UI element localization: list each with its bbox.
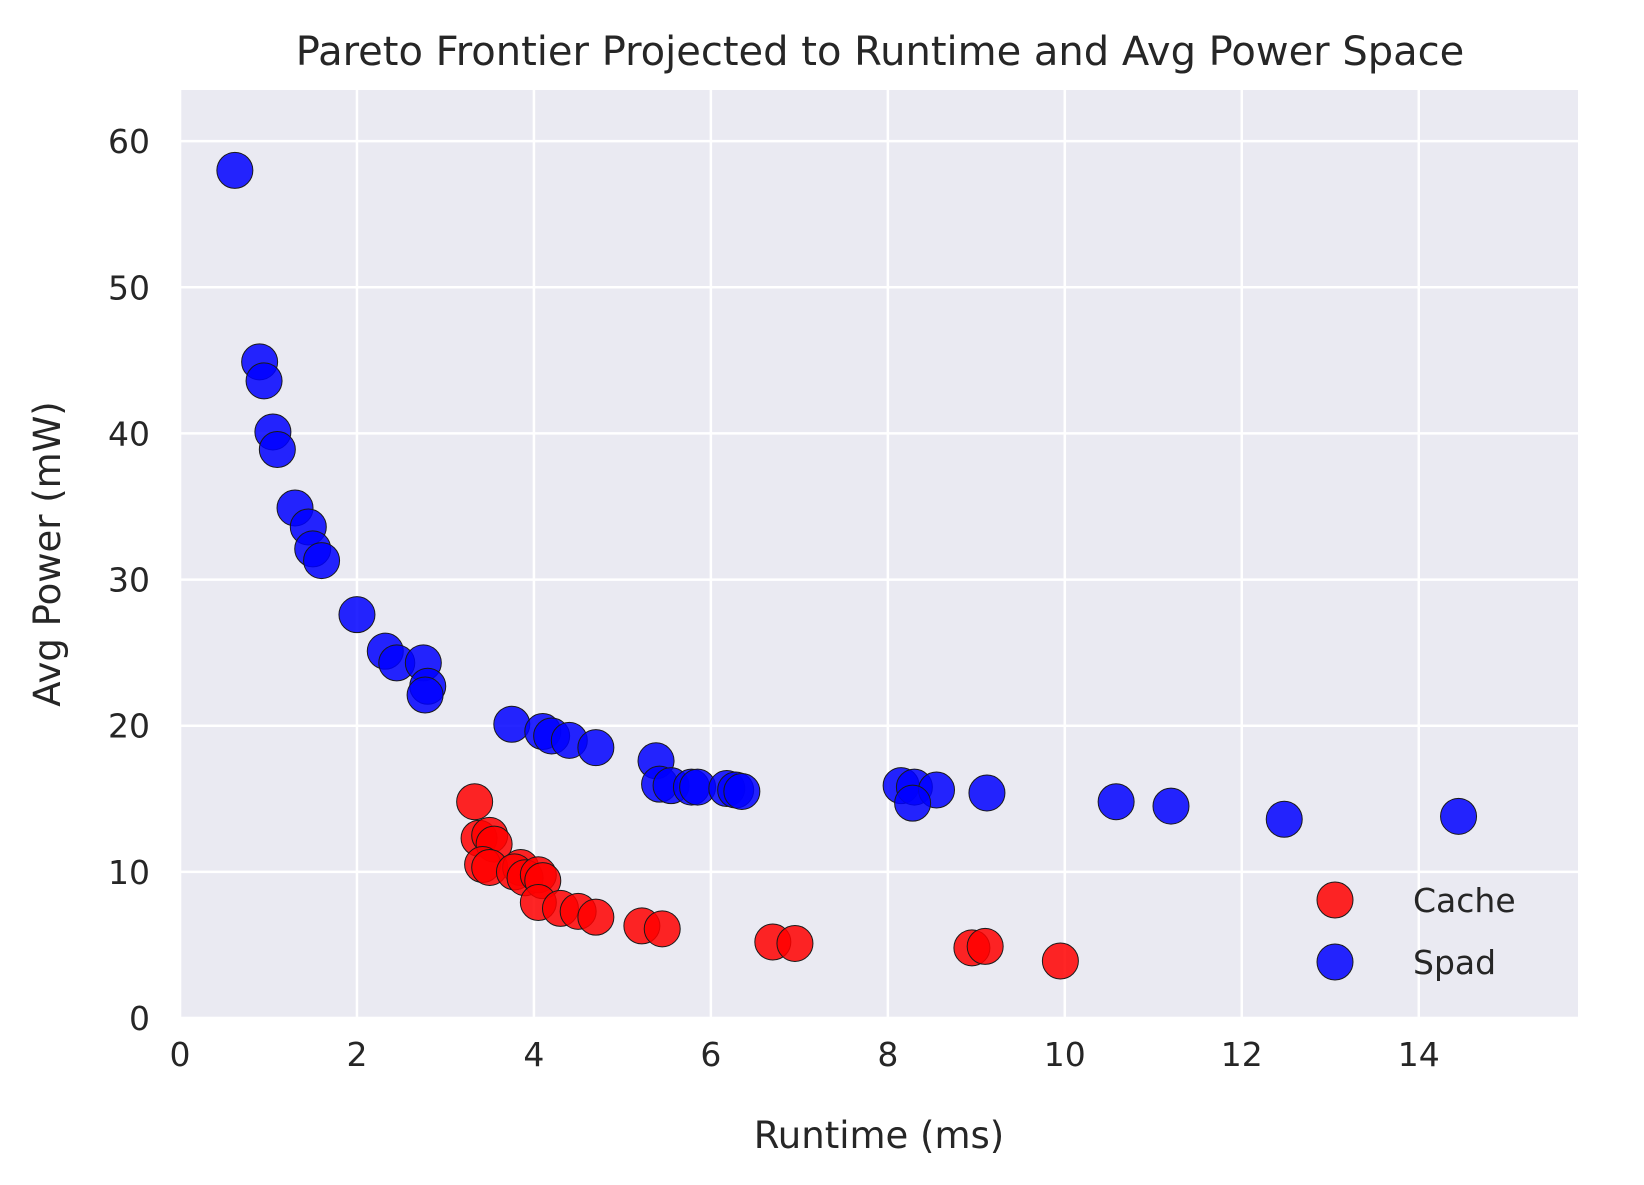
data-point xyxy=(216,151,254,189)
y-tick-label: 10 xyxy=(108,853,150,892)
data-point xyxy=(723,772,761,810)
data-point xyxy=(968,774,1006,812)
y-tick-label: 60 xyxy=(108,122,150,161)
y-tick-labels: 0 10 20 30 40 50 60 xyxy=(108,122,150,1038)
x-tick-label: 14 xyxy=(1398,1035,1440,1074)
data-point xyxy=(577,898,615,936)
x-tick-label: 2 xyxy=(346,1035,367,1074)
legend: Cache Spad xyxy=(1316,881,1516,982)
data-point xyxy=(1041,942,1079,980)
data-point xyxy=(643,910,681,948)
data-point xyxy=(1152,787,1190,825)
data-point xyxy=(1265,800,1303,838)
y-tick-label: 30 xyxy=(108,561,150,600)
x-tick-labels: 0 2 4 6 8 10 12 14 xyxy=(170,1035,1440,1074)
y-tick-label: 40 xyxy=(108,414,150,453)
x-tick-label: 12 xyxy=(1221,1035,1263,1074)
y-tick-label: 50 xyxy=(108,268,150,307)
x-tick-label: 8 xyxy=(877,1035,898,1074)
grid-lines xyxy=(178,90,1578,1020)
legend-label: Cache xyxy=(1413,881,1516,920)
data-point xyxy=(894,784,932,822)
legend-marker xyxy=(1316,943,1354,981)
series-cache xyxy=(456,783,1079,980)
data-point xyxy=(456,783,494,821)
plot-area xyxy=(180,90,1578,1018)
legend-marker xyxy=(1316,881,1354,919)
data-point xyxy=(1440,797,1478,835)
data-point xyxy=(966,927,1004,965)
data-point xyxy=(258,431,296,469)
data-point xyxy=(1097,783,1135,821)
data-point xyxy=(577,729,615,767)
data-point xyxy=(338,596,376,634)
data-point xyxy=(245,362,283,400)
data-point xyxy=(303,542,341,580)
data-point xyxy=(776,924,814,962)
data-points xyxy=(216,151,1478,980)
x-axis-label: Runtime (ms) xyxy=(754,1114,1005,1157)
x-tick-label: 10 xyxy=(1044,1035,1086,1074)
chart-title: Pareto Frontier Projected to Runtime and… xyxy=(296,29,1464,75)
x-tick-label: 4 xyxy=(523,1035,544,1074)
x-tick-label: 0 xyxy=(170,1035,191,1074)
y-axis-label: Avg Power (mW) xyxy=(26,401,69,706)
series-spad xyxy=(216,151,1478,838)
legend-label: Spad xyxy=(1413,943,1496,982)
data-point xyxy=(493,705,531,743)
y-tick-label: 0 xyxy=(129,999,150,1038)
x-tick-label: 6 xyxy=(700,1035,721,1074)
y-tick-label: 20 xyxy=(108,707,150,746)
data-point xyxy=(406,676,444,714)
